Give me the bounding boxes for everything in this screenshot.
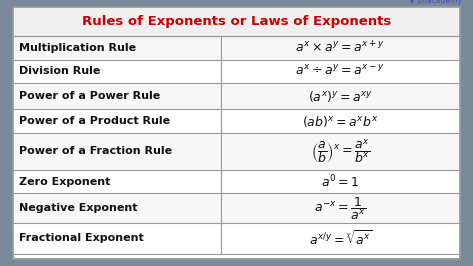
- Text: $a^x \div a^y = a^{x-y}$: $a^x \div a^y = a^{x-y}$: [296, 64, 385, 78]
- Text: $a^0 = 1$: $a^0 = 1$: [321, 173, 359, 190]
- Text: $(ab)^x = a^x b^x$: $(ab)^x = a^x b^x$: [302, 114, 378, 128]
- Text: ▼ unacademy: ▼ unacademy: [409, 0, 462, 5]
- Text: Division Rule: Division Rule: [19, 66, 100, 76]
- Bar: [13, 170, 460, 193]
- Bar: [13, 83, 460, 109]
- Text: Negative Exponent: Negative Exponent: [19, 203, 138, 213]
- Text: $a^{-x} = \dfrac{1}{a^x}$: $a^{-x} = \dfrac{1}{a^x}$: [314, 195, 367, 222]
- Bar: [13, 223, 460, 253]
- Text: $a^{x/y} = \sqrt[y]{a^x}$: $a^{x/y} = \sqrt[y]{a^x}$: [308, 229, 372, 248]
- Text: $\left(\dfrac{a}{b}\right)^x = \dfrac{a^x}{b^x}$: $\left(\dfrac{a}{b}\right)^x = \dfrac{a^…: [311, 137, 370, 165]
- Bar: [13, 36, 460, 60]
- Bar: [13, 109, 460, 133]
- Text: Power of a Power Rule: Power of a Power Rule: [19, 91, 160, 101]
- Bar: [13, 7, 460, 36]
- Text: Power of a Fraction Rule: Power of a Fraction Rule: [19, 146, 172, 156]
- Text: $(a^x)^y = a^{xy}$: $(a^x)^y = a^{xy}$: [308, 89, 373, 104]
- Bar: [13, 133, 460, 170]
- Bar: [13, 193, 460, 223]
- Text: $a^x \times a^y = a^{x+y}$: $a^x \times a^y = a^{x+y}$: [296, 40, 385, 56]
- Text: Multiplication Rule: Multiplication Rule: [19, 43, 136, 53]
- Bar: [13, 60, 460, 83]
- Text: Power of a Product Rule: Power of a Product Rule: [19, 116, 170, 126]
- Text: Zero Exponent: Zero Exponent: [19, 177, 110, 186]
- Text: Rules of Exponents or Laws of Exponents: Rules of Exponents or Laws of Exponents: [82, 15, 391, 28]
- Text: Fractional Exponent: Fractional Exponent: [19, 234, 144, 243]
